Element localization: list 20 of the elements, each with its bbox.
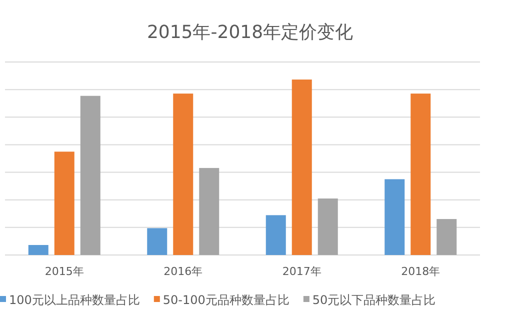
legend-label: 50元以下品种数量占比: [312, 293, 436, 307]
bar: [54, 152, 74, 255]
bar: [292, 80, 312, 255]
bar: [436, 219, 457, 255]
legend-label: 50-100元品种数量占比: [162, 293, 290, 307]
bar: [199, 168, 220, 255]
bar: [384, 179, 405, 255]
chart-title: 2015年-2018年定价变化: [146, 22, 354, 43]
bar: [28, 245, 48, 255]
bar: [410, 94, 431, 255]
bar: [80, 96, 100, 255]
x-tick-label: 2016年: [164, 265, 203, 278]
x-tick-label: 2018年: [401, 265, 440, 278]
legend-label: 100元以上品种数量占比: [9, 293, 140, 307]
bar: [266, 215, 286, 255]
bar: [147, 228, 168, 255]
x-tick-label: 2015年: [44, 265, 84, 278]
x-tick-label: 2017年: [282, 265, 322, 278]
bar: [318, 198, 338, 255]
bar: [173, 94, 194, 255]
